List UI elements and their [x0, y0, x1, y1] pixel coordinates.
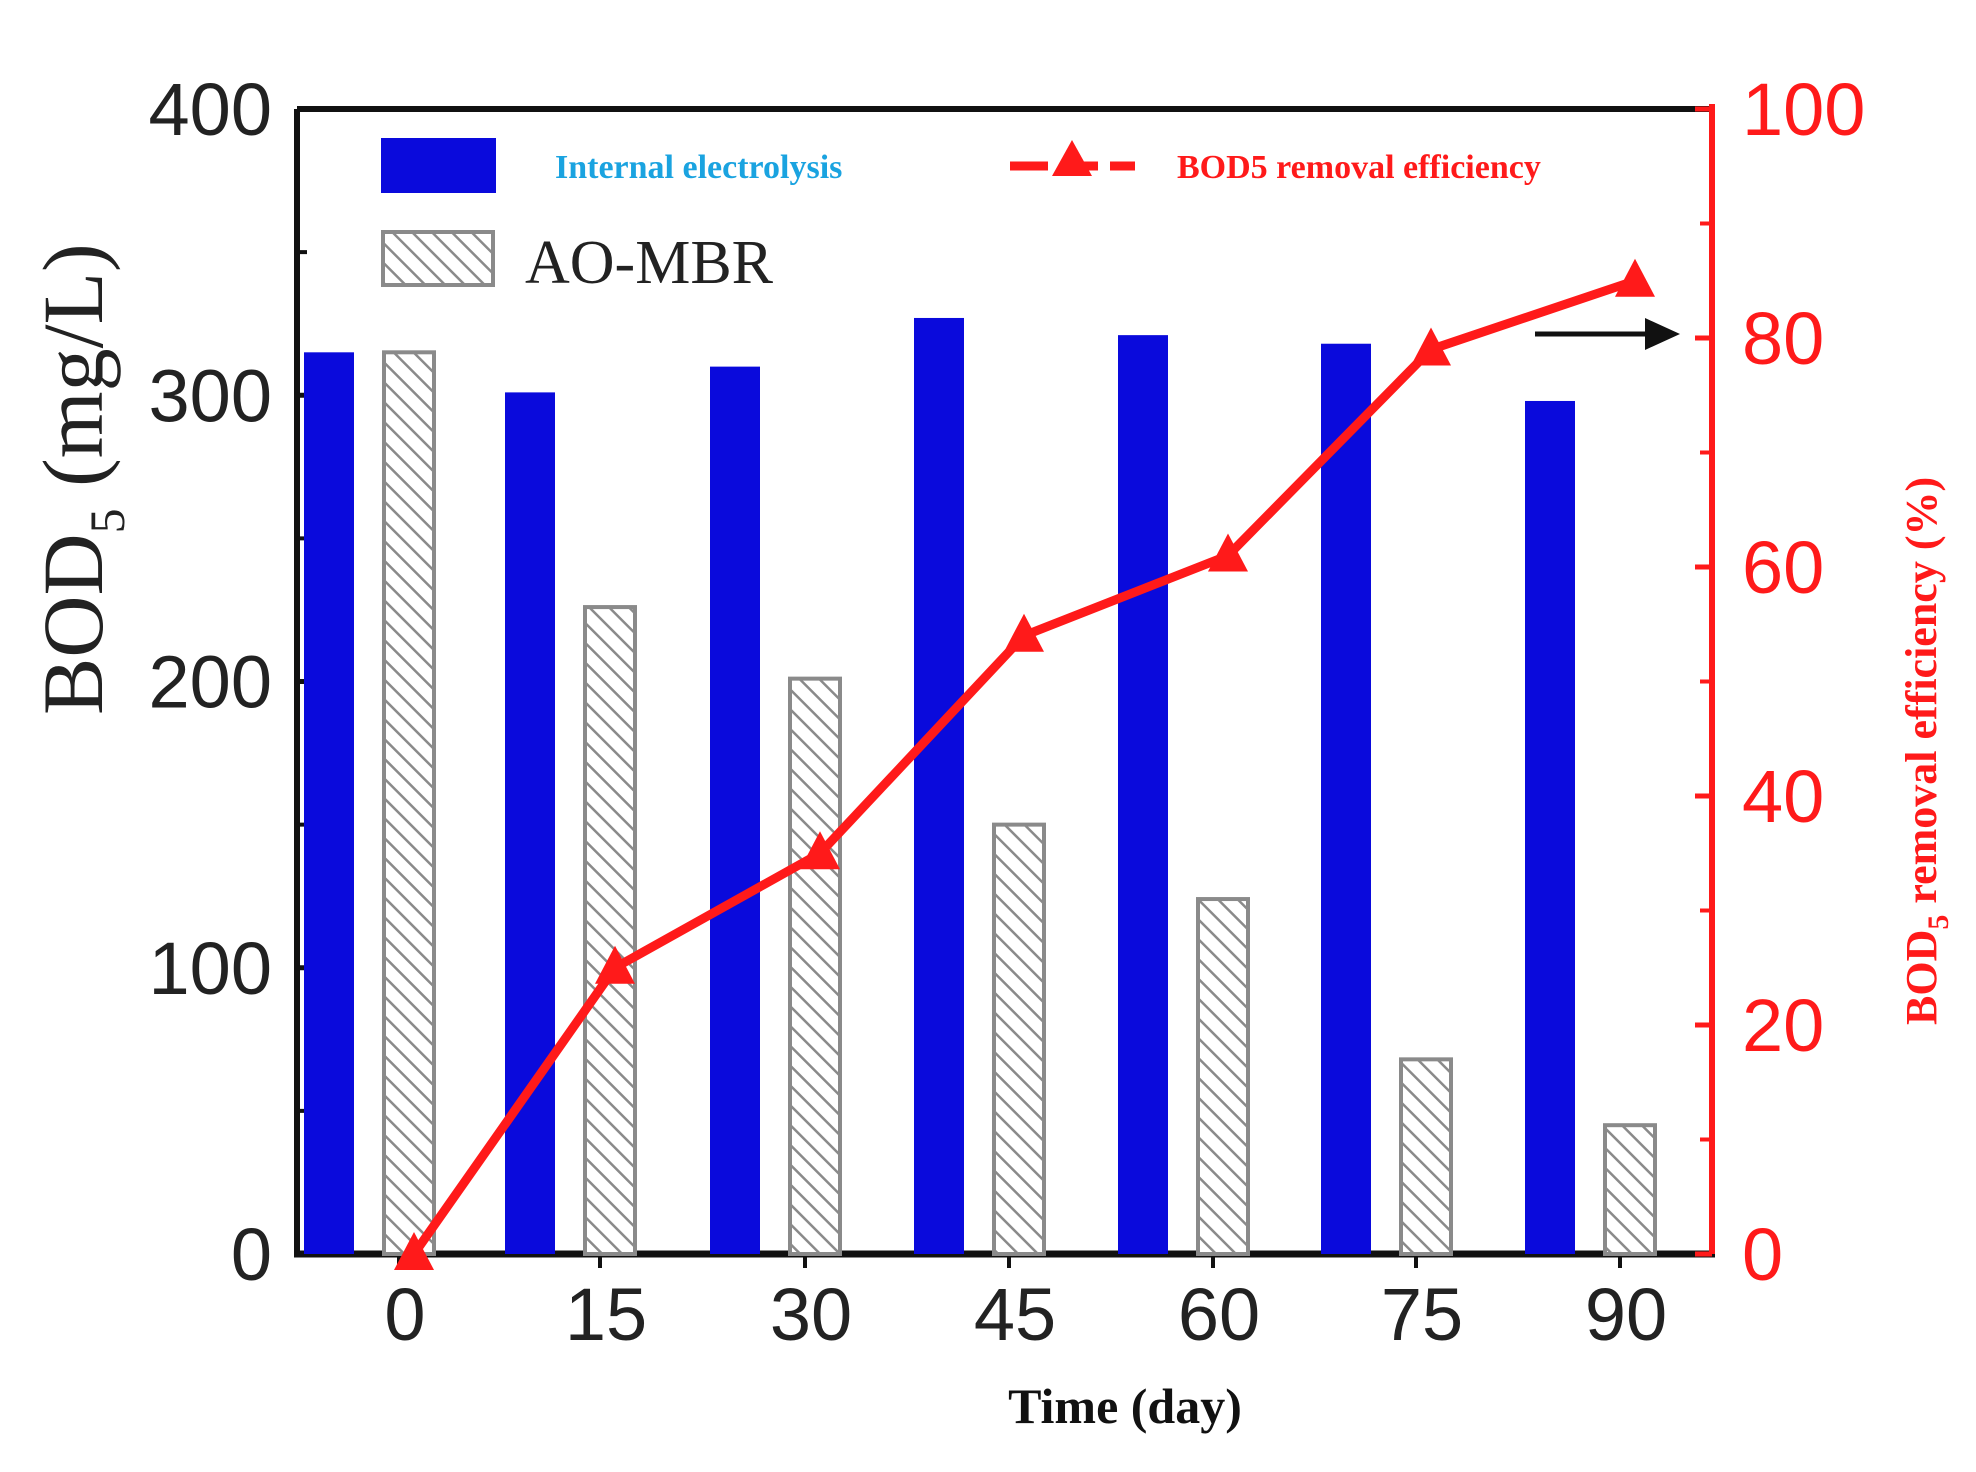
bar-internal-electrolysis — [914, 317, 964, 1254]
bar-internal-electrolysis — [1525, 400, 1575, 1255]
y-right-title-unit: removal efficiency (%) — [1897, 477, 1946, 915]
right-tick-label: 80 — [1742, 297, 1824, 380]
bar-ao-mbr — [382, 350, 436, 1256]
legend-label-internal: Internal electrolysis — [555, 149, 842, 186]
legend-swatch-aombr — [381, 230, 495, 287]
efficiency-marker — [1615, 258, 1655, 297]
x-tick-label: 30 — [770, 1273, 852, 1356]
bar-ao-mbr — [583, 605, 637, 1256]
arrow-head-icon — [1645, 318, 1680, 350]
internal-electrolysis-bars — [304, 317, 1575, 1255]
right-tick-label: 20 — [1742, 984, 1824, 1067]
y-axis-left-title: BOD5 (mg/L) — [25, 243, 135, 715]
x-tick-label: 15 — [565, 1273, 647, 1356]
right-tick-label: 60 — [1742, 526, 1824, 609]
right-tick-label: 100 — [1742, 68, 1865, 151]
y-left-title-unit: (mg/L) — [25, 243, 121, 508]
x-tick-label: 90 — [1585, 1273, 1667, 1356]
right-tick-label: 40 — [1742, 755, 1824, 838]
efficiency-marker — [394, 1232, 434, 1270]
bar-internal-electrolysis — [1321, 343, 1371, 1255]
legend-label-aombr: AO-MBR — [525, 229, 774, 297]
bar-internal-electrolysis — [1118, 335, 1168, 1254]
x-tick-label: 0 — [384, 1273, 425, 1356]
legend: Internal electrolysis AO-MBR BOD5 remova… — [381, 138, 1541, 297]
x-tick-label: 75 — [1381, 1273, 1463, 1356]
bar-ao-mbr — [1196, 897, 1250, 1256]
bar-ao-mbr — [1399, 1057, 1453, 1256]
left-tick-label: 400 — [149, 68, 272, 151]
left-tick-label: 100 — [149, 927, 272, 1010]
bar-internal-electrolysis — [710, 366, 760, 1254]
efficiency-marker — [1004, 613, 1044, 652]
left-axis-ticks: 0 100 200 300 400 — [149, 68, 312, 1296]
legend-swatch-internal — [381, 138, 496, 193]
efficiency-markers — [394, 258, 1655, 1270]
x-axis-title: Time (day) — [1008, 1378, 1242, 1434]
y-right-title-sub: 5 — [1922, 915, 1955, 930]
efficiency-marker — [595, 945, 635, 984]
legend-triangle-icon — [1052, 140, 1092, 176]
bar-internal-electrolysis — [304, 352, 354, 1254]
left-tick-label: 0 — [231, 1213, 272, 1296]
x-axis-ticks: 0 15 30 45 60 75 90 — [384, 1254, 1667, 1356]
y-left-title-main: BOD — [25, 533, 121, 715]
ao-mbr-bars — [382, 350, 1657, 1256]
left-tick-label: 200 — [149, 641, 272, 724]
bar-internal-electrolysis — [505, 392, 555, 1254]
efficiency-marker — [1411, 327, 1451, 366]
x-tick-label: 45 — [974, 1273, 1056, 1356]
bar-ao-mbr — [1603, 1123, 1657, 1256]
bar-ao-mbr — [992, 822, 1046, 1256]
bar-ao-mbr — [788, 676, 842, 1256]
efficiency-marker — [1208, 533, 1248, 572]
x-tick-label: 60 — [1178, 1273, 1260, 1356]
efficiency-marker — [800, 831, 840, 870]
right-axis-ticks: 0 20 40 60 80 100 — [1695, 68, 1865, 1296]
legend-label-efficiency: BOD5 removal efficiency — [1177, 149, 1541, 186]
left-tick-label: 300 — [149, 354, 272, 437]
y-left-title-sub: 5 — [79, 508, 135, 533]
y-axis-right-title: BOD5 removal efficiency (%) — [1897, 477, 1955, 1025]
y-right-title-main: BOD — [1897, 930, 1946, 1025]
right-tick-label: 0 — [1742, 1213, 1783, 1296]
right-axis-arrow-annotation — [1535, 318, 1680, 350]
